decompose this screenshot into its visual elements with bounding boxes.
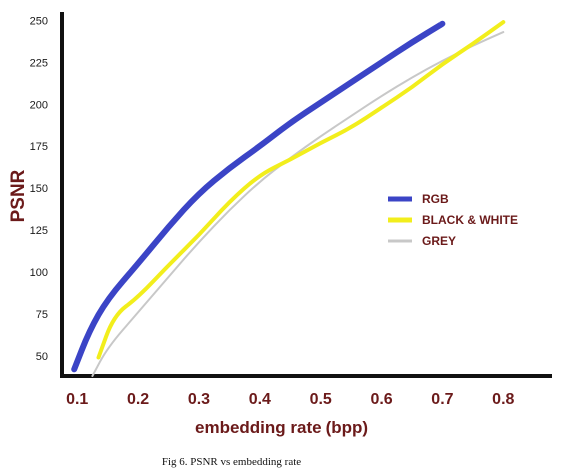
x-tick-label: 0.6 xyxy=(370,391,392,408)
legend-label: RGB xyxy=(422,192,449,206)
x-tick-label: 0.8 xyxy=(492,391,514,408)
x-tick-label: 0.2 xyxy=(127,391,149,408)
y-tick-label: 175 xyxy=(30,141,48,153)
y-tick-label: 50 xyxy=(36,351,48,363)
y-axis-title: PSNR xyxy=(8,169,29,222)
y-tick-label: 125 xyxy=(30,225,48,237)
legend-label: BLACK & WHITE xyxy=(422,213,518,227)
y-tick-label: 150 xyxy=(30,183,48,195)
x-tick-label: 0.3 xyxy=(188,391,210,408)
y-tick-label: 225 xyxy=(30,57,48,69)
x-axis-title: embedding rate (bpp) xyxy=(195,418,368,437)
series-line-black-white xyxy=(96,20,506,360)
axes xyxy=(60,12,552,378)
legend-label: GREY xyxy=(422,234,456,248)
x-tick-label: 0.7 xyxy=(431,391,453,408)
x-tick-label: 0.5 xyxy=(310,391,332,408)
series-line-rgb xyxy=(71,20,446,373)
x-tick-label: 0.4 xyxy=(249,391,271,408)
x-axis-title-main: embedding rate xyxy=(195,418,322,437)
y-tick-label: 100 xyxy=(30,267,48,279)
y-tick-labels: 50 75 100 125 150 175 200 225 250 xyxy=(30,15,48,362)
y-tick-label: 200 xyxy=(30,99,48,111)
x-axis-title-unit: (bpp) xyxy=(326,418,368,437)
x-tick-label: 0.1 xyxy=(66,391,88,408)
y-tick-label: 75 xyxy=(36,309,48,321)
series-lines xyxy=(71,20,506,377)
x-tick-labels: 0.1 0.2 0.3 0.4 0.5 0.6 0.7 0.8 xyxy=(66,391,514,408)
figure-caption: Fig 6. PSNR vs embedding rate xyxy=(161,456,302,468)
y-tick-label: 250 xyxy=(30,15,48,27)
legend: RGB BLACK & WHITE GREY xyxy=(388,192,518,248)
